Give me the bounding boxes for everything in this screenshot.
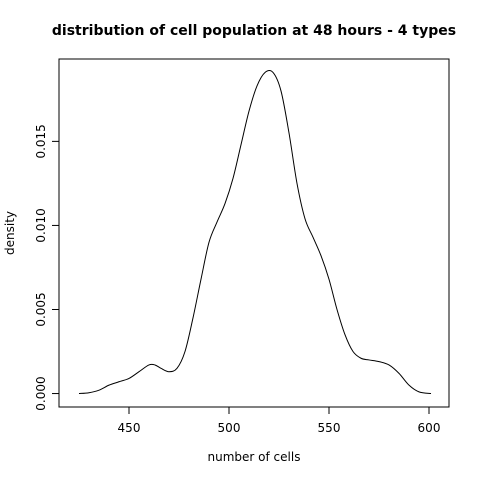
y-axis-label: density — [3, 211, 17, 255]
y-axis: 0.000 0.005 0.010 0.015 — [34, 124, 59, 411]
density-curve — [79, 70, 431, 393]
chart-title: distribution of cell population at 48 ho… — [52, 23, 456, 39]
x-tick-label: 500 — [218, 421, 241, 435]
x-axis: 450 500 550 600 — [118, 407, 441, 435]
y-tick-label: 0.005 — [34, 292, 48, 326]
y-tick-label: 0.015 — [34, 124, 48, 158]
plot-frame — [59, 59, 449, 407]
x-tick-label: 550 — [318, 421, 341, 435]
y-tick-label: 0.000 — [34, 376, 48, 410]
x-tick-label: 600 — [418, 421, 441, 435]
y-tick-label: 0.010 — [34, 208, 48, 242]
x-axis-label: number of cells — [208, 450, 301, 464]
x-tick-label: 450 — [118, 421, 141, 435]
